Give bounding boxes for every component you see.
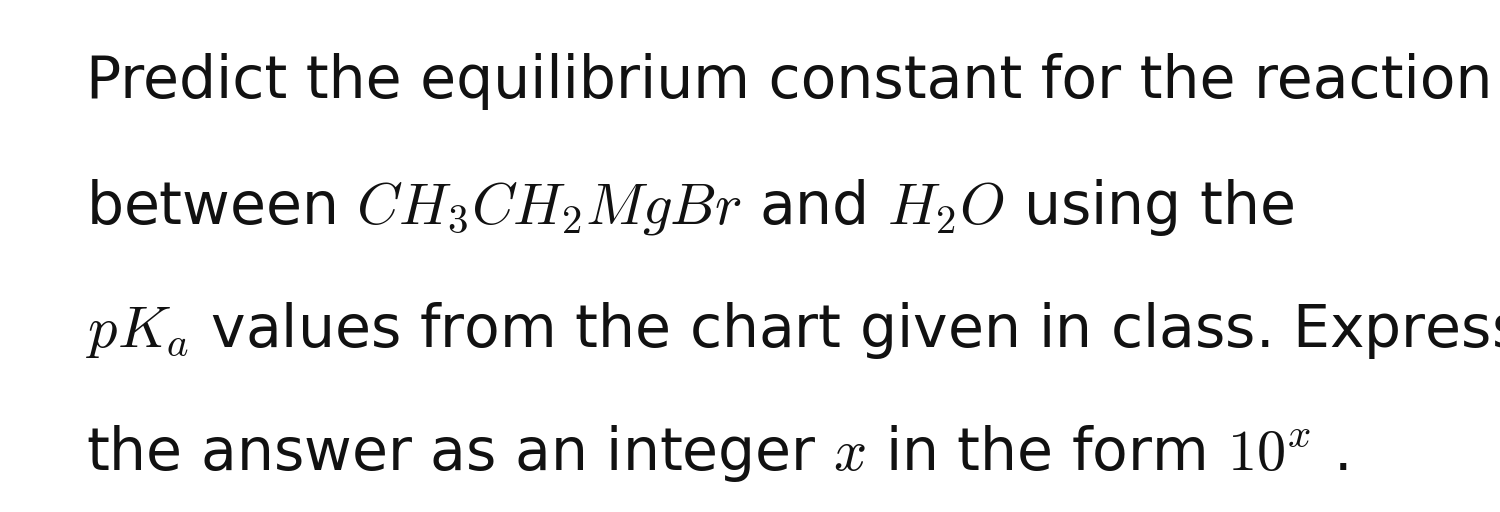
Text: Predict the equilibrium constant for the reaction: Predict the equilibrium constant for the… [86,53,1492,111]
Text: between $\mathit{CH_3CH_2MgBr}$ and $\mathit{H_2O}$ using the: between $\mathit{CH_3CH_2MgBr}$ and $\ma… [86,177,1293,238]
Text: the answer as an integer $x$ in the form $10^x$ .: the answer as an integer $x$ in the form… [86,422,1347,484]
Text: $p\mathit{K}_a$ values from the chart given in class. Express: $p\mathit{K}_a$ values from the chart gi… [86,300,1500,361]
